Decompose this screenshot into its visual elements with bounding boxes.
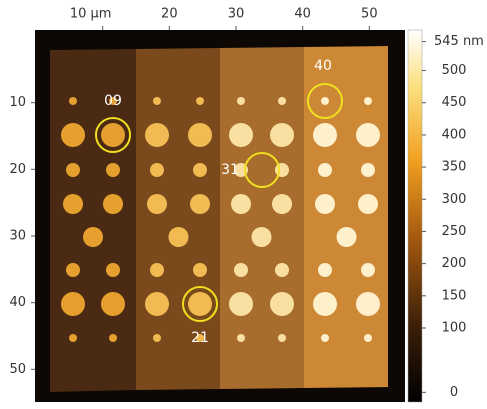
annotation: 09 [104, 93, 122, 109]
dot [145, 292, 169, 316]
annotation: 31 [221, 162, 239, 178]
dot [278, 97, 286, 105]
dot [358, 194, 378, 214]
dot [364, 97, 372, 105]
dot [270, 292, 294, 316]
x-tick-label: 50 [361, 7, 378, 22]
afm-image [35, 30, 405, 402]
dot [69, 97, 77, 105]
dot [234, 263, 248, 277]
dot [101, 123, 125, 147]
dot [61, 123, 85, 147]
dot [188, 292, 212, 316]
dot [361, 263, 375, 277]
dot [83, 227, 103, 247]
dot [337, 227, 357, 247]
dot [106, 263, 120, 277]
dot [193, 263, 207, 277]
dot [150, 263, 164, 277]
y-tick-label: 20 [9, 162, 26, 177]
dot [229, 123, 253, 147]
dot [66, 163, 80, 177]
dot [356, 292, 380, 316]
dot [193, 163, 207, 177]
dot [318, 263, 332, 277]
dot [101, 292, 125, 316]
dot [321, 334, 329, 342]
dot [69, 334, 77, 342]
x-tick-label: 40 [294, 7, 311, 22]
dot [169, 227, 189, 247]
x-tick-label: 10 µm [70, 7, 112, 22]
y-tick-label: 40 [9, 295, 26, 310]
colorbar-tick-label: 450 [442, 95, 467, 110]
colorbar-tick-label: 100 [442, 320, 467, 335]
dot [321, 97, 329, 105]
colorbar-tick-label: 400 [442, 127, 467, 142]
colorbar-tick-label: 545 nm [434, 34, 484, 49]
dot [109, 334, 117, 342]
y-tick-label: 10 [9, 95, 26, 110]
dot [145, 123, 169, 147]
annotation: 21 [191, 330, 209, 346]
dot [147, 194, 167, 214]
dot [66, 263, 80, 277]
dot [237, 334, 245, 342]
colorbar-tick-label: 0 [450, 385, 458, 400]
colorbar-tick-label: 300 [442, 192, 467, 207]
y-tick-label: 30 [9, 229, 26, 244]
dot [196, 97, 204, 105]
chart: 10 µm20304050102030405001001502002503003… [0, 0, 487, 405]
dot [150, 163, 164, 177]
dot [153, 334, 161, 342]
dot [153, 97, 161, 105]
dot [61, 292, 85, 316]
dot [103, 194, 123, 214]
dot [356, 123, 380, 147]
y-tick-label: 50 [9, 362, 26, 377]
page: {"chart_data": {"type": "image", "xlim":… [0, 0, 487, 409]
dot [229, 292, 253, 316]
colorbar-tick-label: 350 [442, 160, 467, 175]
dot [318, 163, 332, 177]
annotation: 40 [314, 58, 332, 74]
dot [275, 263, 289, 277]
colorbar-tick-label: 150 [442, 288, 467, 303]
dot [315, 194, 335, 214]
x-tick-label: 20 [161, 7, 178, 22]
dot [63, 194, 83, 214]
colorbar-tick-label: 200 [442, 256, 467, 271]
x-tick-label: 30 [228, 7, 245, 22]
colorbar [408, 30, 422, 402]
dot [361, 163, 375, 177]
dot [188, 123, 212, 147]
dot [106, 163, 120, 177]
dot [190, 194, 210, 214]
colorbar-tick-label: 250 [442, 224, 467, 239]
colorbar-tick-label: 500 [442, 63, 467, 78]
dot [275, 163, 289, 177]
dot [252, 227, 272, 247]
dot [278, 334, 286, 342]
dot [237, 97, 245, 105]
dot [270, 123, 294, 147]
dot [272, 194, 292, 214]
dot [313, 123, 337, 147]
dot [313, 292, 337, 316]
dot [231, 194, 251, 214]
dot [364, 334, 372, 342]
